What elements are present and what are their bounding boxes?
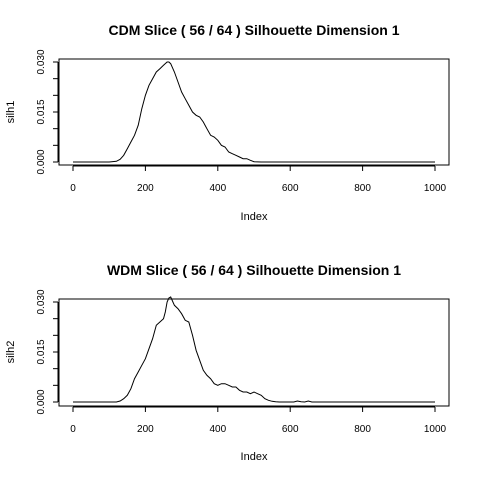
y-tick-label: 0.030 bbox=[36, 289, 47, 314]
x-tick-label: 400 bbox=[209, 183, 226, 194]
x-tick-label: 600 bbox=[282, 424, 299, 435]
chart-title-cdm: CDM Slice ( 56 / 64 ) Silhouette Dimensi… bbox=[109, 22, 400, 38]
series-line-silh1 bbox=[73, 61, 435, 163]
chart-title-wdm: WDM Slice ( 56 / 64 ) Silhouette Dimensi… bbox=[107, 262, 401, 278]
x-tick-label: 600 bbox=[282, 183, 299, 194]
y-tick-label: 0.015 bbox=[36, 339, 47, 364]
series-line-silh2 bbox=[73, 296, 435, 403]
y-axis-label-cdm: silh1 bbox=[5, 101, 17, 124]
y-tick-label: 0.015 bbox=[36, 99, 47, 124]
x-axis-label-wdm: Index bbox=[241, 451, 268, 463]
x-tick-label: 1000 bbox=[424, 424, 447, 435]
panel-wdm: WDM Slice ( 56 / 64 ) Silhouette Dimensi… bbox=[5, 262, 450, 463]
x-tick-label: 200 bbox=[137, 183, 154, 194]
x-tick-label: 0 bbox=[70, 183, 76, 194]
x-tick-label: 400 bbox=[209, 424, 226, 435]
panel-cdm: CDM Slice ( 56 / 64 ) Silhouette Dimensi… bbox=[5, 22, 450, 223]
y-tick-label: 0.000 bbox=[36, 149, 47, 174]
axes-wdm: 0 200 400 600 800 1000 0.000 0.015 0.030 bbox=[36, 289, 447, 435]
x-tick-label: 0 bbox=[70, 424, 76, 435]
y-tick-label: 0.000 bbox=[36, 389, 47, 414]
x-tick-label: 800 bbox=[354, 183, 371, 194]
y-axis-label-wdm: silh2 bbox=[5, 341, 17, 364]
x-tick-label: 200 bbox=[137, 424, 154, 435]
plot-frame-wdm bbox=[58, 298, 450, 407]
x-tick-label: 800 bbox=[354, 424, 371, 435]
x-tick-label: 1000 bbox=[424, 183, 447, 194]
axes-cdm: 0 200 400 600 800 1000 0.000 0.015 0.030 bbox=[36, 49, 447, 194]
y-tick-label: 0.030 bbox=[36, 49, 47, 74]
x-axis-label-cdm: Index bbox=[241, 211, 268, 223]
plot-frame-cdm bbox=[58, 58, 450, 166]
